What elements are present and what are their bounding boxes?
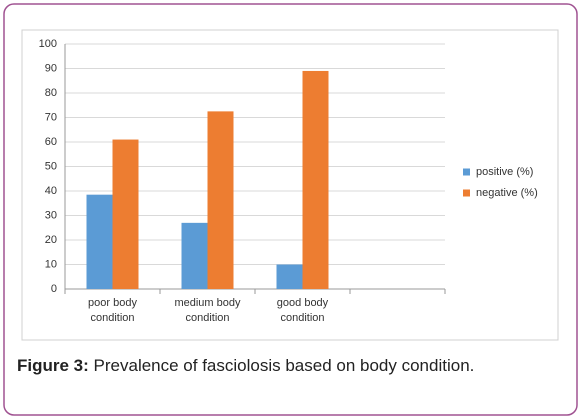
bar	[207, 111, 234, 289]
y-tick-label: 80	[45, 87, 57, 99]
legend-label: positive (%)	[476, 166, 533, 178]
y-tick-label: 60	[45, 136, 57, 148]
y-tick-label: 40	[45, 185, 57, 197]
x-tick-label: medium body condition	[174, 297, 241, 324]
caption-text: Prevalence of fasciolosis based on body …	[93, 356, 475, 375]
chart-frame	[21, 29, 559, 341]
legend-swatch	[463, 168, 470, 176]
y-tick-label: 70	[45, 111, 57, 123]
y-tick-label: 30	[45, 209, 57, 221]
y-tick-label: 20	[45, 234, 57, 246]
legend-swatch	[463, 189, 470, 197]
y-tick-label: 100	[39, 38, 57, 50]
x-tick-label: good body condition	[276, 297, 329, 324]
caption: Figure 3: Prevalence of fasciolosis base…	[17, 356, 474, 376]
x-tick-label: poor body condition	[88, 297, 137, 324]
y-tick-label: 50	[45, 160, 57, 172]
legend-label: negative (%)	[476, 187, 538, 199]
bar	[86, 194, 113, 289]
bar	[276, 264, 303, 289]
bar	[112, 139, 139, 289]
y-tick-label: 0	[51, 283, 57, 295]
caption-label: Figure 3:	[17, 356, 89, 375]
bar	[302, 70, 329, 289]
y-tick-label: 10	[45, 258, 57, 270]
y-tick-label: 90	[45, 62, 57, 74]
bar	[181, 222, 208, 289]
